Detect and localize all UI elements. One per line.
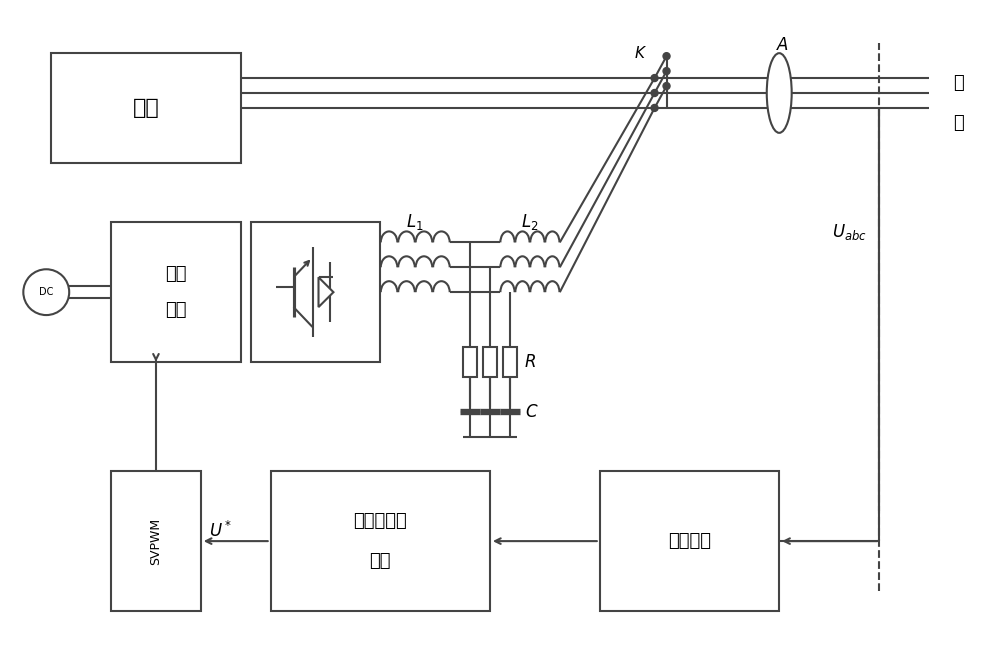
Circle shape [23,269,69,315]
Circle shape [651,75,658,81]
Text: $L_2$: $L_2$ [521,213,539,232]
Bar [271,471,490,611]
Text: 控制部分: 控制部分 [668,532,711,550]
Circle shape [651,89,658,97]
Circle shape [663,53,670,60]
Circle shape [663,83,670,89]
Bar [111,222,241,362]
Bar [483,347,497,377]
Text: R: R [525,353,536,371]
Bar [463,347,477,377]
Text: $L_1$: $L_1$ [406,213,424,232]
Bar [51,53,241,163]
Bar [111,471,201,611]
Circle shape [651,105,658,111]
Text: 模型: 模型 [370,552,391,570]
Text: 网: 网 [953,114,964,132]
Text: K: K [635,46,645,61]
Polygon shape [319,277,333,307]
Text: 同步发电机: 同步发电机 [353,512,407,530]
Text: $U_{abc}$: $U_{abc}$ [832,222,866,242]
Bar [503,347,517,377]
Text: $U^*$: $U^*$ [209,521,232,542]
Text: 直流: 直流 [165,265,187,283]
Text: 电: 电 [953,74,964,92]
Circle shape [663,68,670,75]
Text: 负载: 负载 [133,98,159,118]
Bar [251,222,380,362]
Bar [600,471,779,611]
Text: C: C [525,402,537,420]
Text: 升压: 升压 [165,301,187,319]
Ellipse shape [767,53,792,133]
Text: DC: DC [39,287,53,297]
Text: SVPWM: SVPWM [149,518,162,565]
Text: A: A [777,36,788,54]
